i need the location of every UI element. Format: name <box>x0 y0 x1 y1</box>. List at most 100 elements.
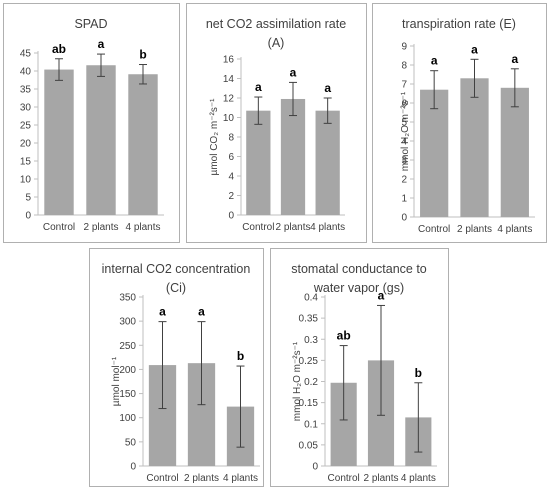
y-tick-label: 0.2 <box>304 377 318 388</box>
x-tick-label: 2 plants <box>275 222 310 233</box>
y-tick-label: 0.25 <box>299 356 319 367</box>
y-tick-label: 250 <box>119 341 136 352</box>
y-tick-label: 2 <box>228 191 234 202</box>
y-tick-label: 0 <box>130 462 136 473</box>
y-tick-label: 10 <box>20 175 32 186</box>
bar <box>246 110 271 215</box>
significance-letter: ab <box>337 329 351 343</box>
chart-panel-1: SPAD 0 5 10 15 20 25 30 35 40 45 ab Control a 2 plants… <box>3 3 180 243</box>
y-tick-label: 6 <box>228 152 234 163</box>
bar <box>460 78 489 217</box>
y-axis-label: µmol mol⁻¹ <box>111 356 122 406</box>
y-tick-label: 9 <box>401 42 407 53</box>
significance-letter: b <box>139 48 146 62</box>
chart-panel-4: internal CO2 concentration (Ci) µmol mol⁻¹… <box>89 248 264 487</box>
significance-letter: a <box>290 65 297 79</box>
chart-panel-3: transpiration rate (E) mmol H₂O m⁻²s⁻¹ 0 1 2… <box>372 3 547 243</box>
bar <box>420 89 449 217</box>
y-tick-label: 8 <box>401 61 407 72</box>
x-tick-label: 4 plants <box>125 222 160 233</box>
chart-title: stomatal conductance to water vapor (gs) <box>291 262 427 295</box>
y-tick-label: 20 <box>20 139 32 150</box>
chart-title: internal CO2 concentration (Ci) <box>102 262 251 295</box>
x-tick-label: Control <box>43 222 75 233</box>
y-tick-label: 100 <box>119 413 136 424</box>
significance-letter: a <box>98 37 105 51</box>
x-tick-label: Control <box>328 473 360 484</box>
x-tick-label: 2 plants <box>83 222 118 233</box>
y-tick-label: 350 <box>119 293 136 304</box>
y-tick-label: 0.1 <box>304 419 318 430</box>
x-tick-label: Control <box>146 473 178 484</box>
chart-panel-2: net CO2 assimilation rate (A) µmol CO₂ m⁻²… <box>186 3 367 243</box>
x-tick-label: 2 plants <box>184 473 219 484</box>
significance-letter: a <box>511 52 518 66</box>
x-tick-label: 4 plants <box>223 473 258 484</box>
bar <box>500 87 529 217</box>
y-tick-label: 30 <box>20 103 32 114</box>
chart-title: SPAD <box>74 17 107 31</box>
significance-letter: a <box>431 54 438 68</box>
y-tick-label: 25 <box>20 121 32 132</box>
y-tick-label: 200 <box>119 365 136 376</box>
chart-panel-5: stomatal conductance to water vapor (gs) m… <box>270 248 449 487</box>
y-tick-label: 12 <box>223 94 235 105</box>
y-tick-label: 15 <box>20 157 32 168</box>
y-tick-label: 16 <box>223 55 235 66</box>
y-tick-label: 8 <box>228 133 234 144</box>
y-axis-label: µmol CO₂ m⁻²s⁻¹ <box>209 98 220 176</box>
y-tick-label: 0.4 <box>304 293 318 304</box>
significance-letter: a <box>378 288 385 302</box>
y-tick-label: 35 <box>20 85 32 96</box>
x-tick-label: Control <box>242 222 274 233</box>
chart-title: net CO2 assimilation rate (A) <box>206 17 346 50</box>
x-tick-label: 4 plants <box>497 224 532 235</box>
y-tick-label: 6 <box>401 99 407 110</box>
y-tick-label: 150 <box>119 389 136 400</box>
significance-letter: b <box>415 366 422 380</box>
y-tick-label: 0 <box>228 211 234 222</box>
y-tick-label: 40 <box>20 67 32 78</box>
bar <box>86 65 116 216</box>
y-tick-label: 4 <box>228 172 234 183</box>
y-tick-label: 14 <box>223 74 235 85</box>
y-tick-label: 5 <box>25 193 31 204</box>
y-tick-label: 45 <box>20 49 32 60</box>
significance-letter: a <box>324 81 331 95</box>
y-tick-label: 7 <box>401 80 407 91</box>
y-tick-label: 10 <box>223 113 235 124</box>
y-tick-label: 2 <box>401 175 407 186</box>
significance-letter: a <box>471 42 478 56</box>
significance-letter: a <box>159 305 166 319</box>
y-axis-label: mmol H₂O m⁻²s⁻¹ <box>292 341 303 421</box>
significance-letter: a <box>255 80 262 94</box>
x-tick-label: 2 plants <box>363 473 398 484</box>
y-tick-label: 0 <box>401 213 407 224</box>
y-tick-label: 4 <box>401 137 407 148</box>
y-tick-label: 0.35 <box>299 314 319 325</box>
bar <box>280 98 306 215</box>
significance-letter: a <box>198 305 205 319</box>
bar <box>128 74 158 216</box>
bar <box>44 69 74 215</box>
y-tick-label: 0.3 <box>304 335 318 346</box>
y-axis-label: mmol H₂O m⁻²s⁻¹ <box>400 91 411 171</box>
bar <box>315 110 340 215</box>
y-tick-label: 50 <box>125 437 137 448</box>
significance-letter: ab <box>52 42 66 56</box>
y-tick-label: 3 <box>401 156 407 167</box>
x-tick-label: Control <box>418 224 450 235</box>
x-tick-label: 2 plants <box>457 224 492 235</box>
y-tick-label: 1 <box>401 194 407 205</box>
y-tick-label: 0.15 <box>299 398 319 409</box>
significance-letter: b <box>237 349 244 363</box>
chart-title: transpiration rate (E) <box>402 17 516 31</box>
x-tick-label: 4 plants <box>401 473 436 484</box>
y-tick-label: 0 <box>312 462 318 473</box>
y-tick-label: 300 <box>119 317 136 328</box>
y-tick-label: 5 <box>401 118 407 129</box>
x-tick-label: 4 plants <box>310 222 345 233</box>
y-tick-label: 0 <box>25 211 31 222</box>
